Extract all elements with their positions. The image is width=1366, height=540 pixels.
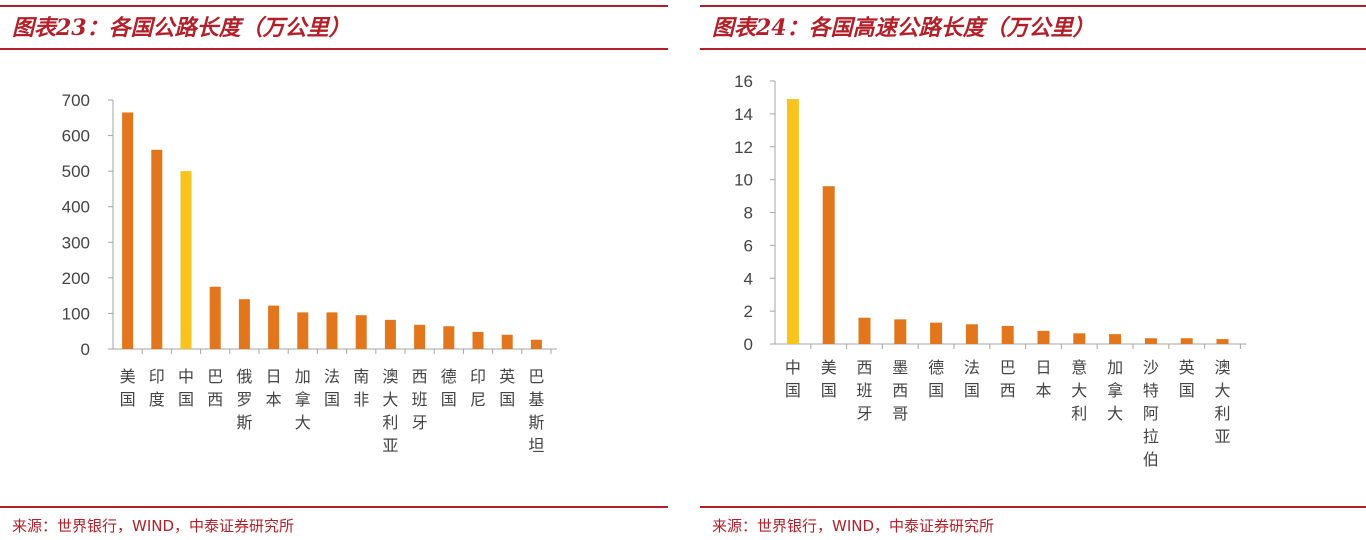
bar bbox=[894, 319, 907, 344]
title-rule bbox=[0, 48, 668, 50]
category-label: 西班牙 bbox=[412, 367, 428, 432]
top-rule bbox=[0, 5, 668, 7]
bar bbox=[414, 324, 426, 349]
category-label: 加拿大 bbox=[295, 367, 311, 432]
y-tick-label: 0 bbox=[744, 335, 753, 354]
y-tick-label: 2 bbox=[744, 302, 753, 321]
category-label: 中国 bbox=[178, 367, 194, 409]
y-tick-label: 8 bbox=[744, 204, 753, 223]
category-label: 西班牙 bbox=[856, 358, 872, 423]
category-label: 英国 bbox=[499, 367, 515, 409]
bar bbox=[151, 149, 163, 349]
category-label: 加拿大 bbox=[1107, 358, 1123, 423]
category-label: 印尼 bbox=[470, 367, 486, 409]
category-label: 德国 bbox=[441, 367, 457, 409]
y-tick-label: 700 bbox=[62, 91, 90, 110]
category-label: 巴基斯坦 bbox=[528, 367, 544, 455]
y-tick-label: 300 bbox=[62, 233, 90, 252]
bar bbox=[1180, 338, 1193, 344]
bar bbox=[209, 286, 221, 349]
category-label: 德国 bbox=[928, 358, 944, 400]
category-label: 日本 bbox=[1035, 358, 1051, 400]
chart-panel-road-length: 图表23：各国公路长度（万公里） 0 100 200 300 400 500 600 700 美… bbox=[0, 0, 668, 540]
bar bbox=[930, 322, 943, 344]
source-note: 来源：世界银行，WIND，中泰证券研究所 bbox=[712, 517, 995, 535]
bar bbox=[501, 334, 513, 349]
category-label: 英国 bbox=[1179, 358, 1195, 400]
bottom-rule bbox=[0, 506, 668, 508]
y-tick-label: 600 bbox=[62, 127, 90, 146]
bar bbox=[1073, 333, 1086, 344]
category-label: 澳大利亚 bbox=[1214, 358, 1230, 446]
chart-title: 图表23：各国公路长度（万公里） bbox=[12, 15, 351, 41]
bar bbox=[384, 319, 396, 349]
bar bbox=[1109, 334, 1122, 344]
top-rule bbox=[700, 5, 1366, 7]
category-label: 法国 bbox=[964, 358, 980, 400]
bar bbox=[472, 331, 484, 349]
source-note: 来源：世界银行，WIND，中泰证券研究所 bbox=[12, 517, 295, 535]
y-tick-label: 12 bbox=[734, 138, 753, 157]
category-label: 巴西 bbox=[1000, 358, 1016, 400]
category-label: 美国 bbox=[821, 358, 837, 400]
category-label: 日本 bbox=[266, 367, 282, 409]
y-tick-label: 6 bbox=[744, 236, 753, 255]
chart-title: 图表24：各国高速公路长度（万公里） bbox=[712, 15, 1095, 41]
bar bbox=[122, 112, 134, 349]
y-tick-label: 14 bbox=[734, 105, 753, 124]
category-label: 澳大利亚 bbox=[382, 367, 398, 455]
bar bbox=[268, 305, 280, 349]
bar bbox=[786, 99, 799, 344]
category-label: 沙特阿拉伯 bbox=[1143, 358, 1159, 469]
y-tick-label: 200 bbox=[62, 269, 90, 288]
bottom-rule bbox=[700, 506, 1366, 508]
bar bbox=[238, 299, 250, 349]
category-label: 墨西哥 bbox=[892, 358, 908, 423]
bar bbox=[180, 171, 192, 349]
title-rule bbox=[700, 48, 1366, 50]
y-tick-label: 16 bbox=[734, 72, 753, 91]
bar bbox=[822, 186, 835, 344]
bar bbox=[297, 312, 309, 349]
category-label: 美国 bbox=[120, 367, 136, 409]
category-label: 法国 bbox=[324, 367, 340, 409]
bar bbox=[1144, 338, 1157, 344]
bar bbox=[326, 312, 338, 349]
bar bbox=[858, 317, 871, 344]
y-tick-label: 400 bbox=[62, 198, 90, 217]
bar bbox=[965, 324, 978, 344]
y-tick-label: 0 bbox=[81, 340, 90, 359]
bar bbox=[443, 326, 455, 349]
bar bbox=[1216, 339, 1229, 344]
category-label: 俄罗斯 bbox=[236, 367, 252, 432]
category-label: 中国 bbox=[785, 358, 801, 400]
bar bbox=[1001, 325, 1014, 344]
category-label: 意大利 bbox=[1071, 358, 1087, 423]
y-tick-label: 500 bbox=[62, 162, 90, 181]
bar bbox=[530, 339, 542, 349]
category-label: 巴西 bbox=[207, 367, 223, 409]
y-tick-label: 100 bbox=[62, 304, 90, 323]
category-label: 南非 bbox=[353, 367, 369, 409]
category-label: 印度 bbox=[149, 367, 165, 409]
bar bbox=[1037, 330, 1050, 344]
bar bbox=[355, 315, 367, 349]
chart-panel-highway-length: 图表24：各国高速公路长度（万公里） 0 2 4 6 8 10 12 14 16 中国 美国 西班牙 墨… bbox=[700, 0, 1366, 540]
bar-chart-road-length: 0 100 200 300 400 500 600 700 美国印度中国巴西俄罗斯日本加拿大法国… bbox=[62, 91, 557, 455]
y-tick-label: 4 bbox=[744, 269, 753, 288]
y-tick-label: 10 bbox=[734, 171, 753, 190]
